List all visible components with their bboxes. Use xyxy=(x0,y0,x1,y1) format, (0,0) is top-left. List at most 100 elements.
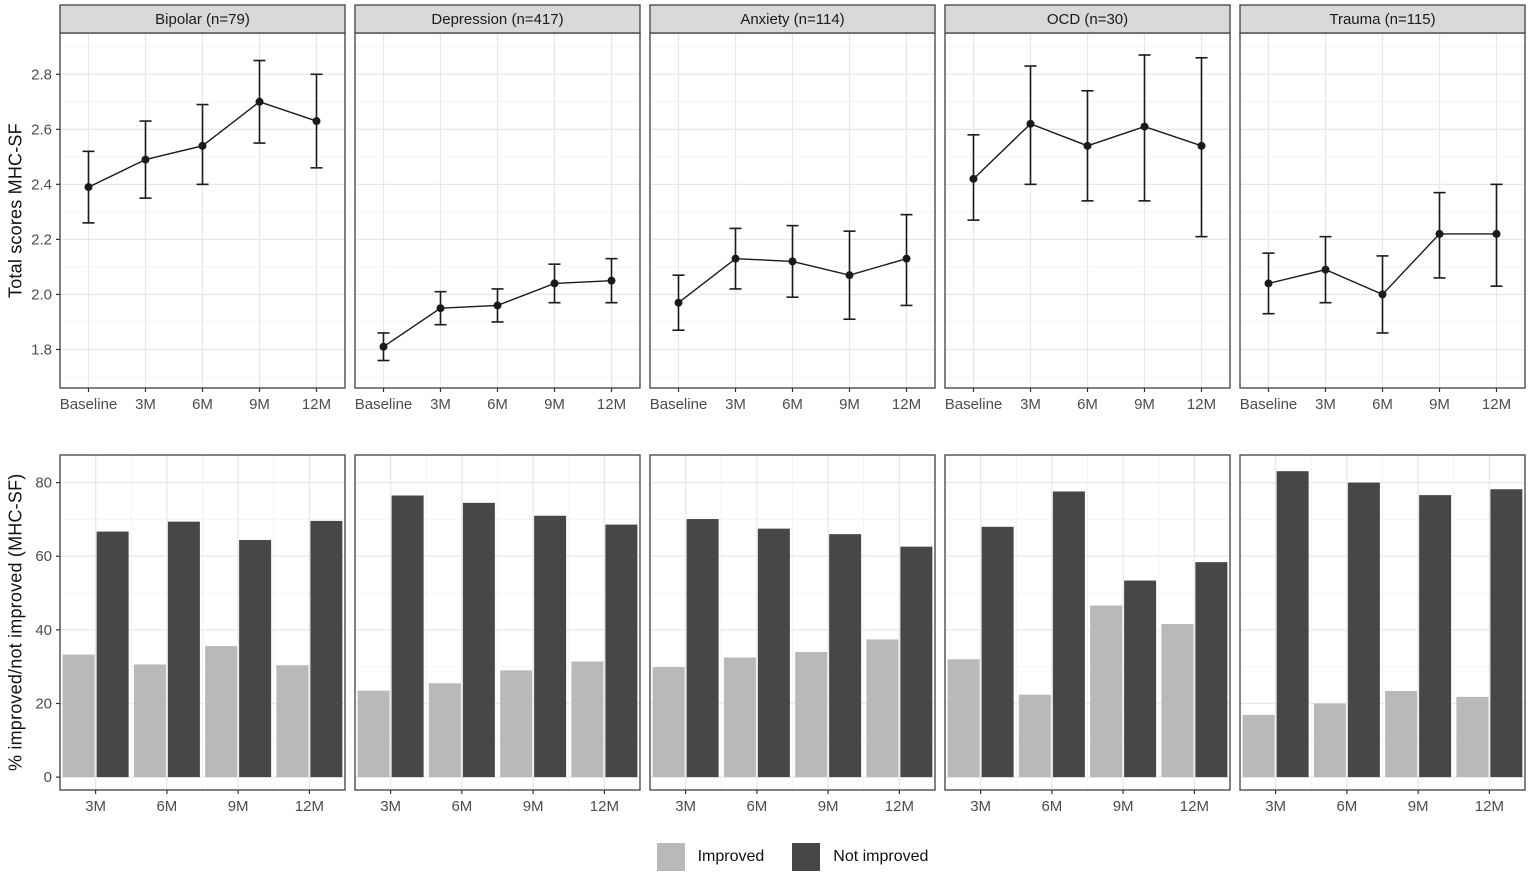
top-panel-1: Bipolar (n=79) Baseline 3M 6M 9M 12M xyxy=(59,4,346,413)
y-tick-label: 40 xyxy=(35,622,52,639)
bottom-panel-2: 3M 6M 9M 12M xyxy=(354,454,641,815)
bar-improved xyxy=(1313,703,1346,778)
facet-strip-title: Anxiety (n=114) xyxy=(740,11,844,28)
x-tick-label: 3M xyxy=(380,798,401,815)
y-tick-label: 0 xyxy=(44,769,52,786)
bar-not-improved xyxy=(1490,489,1523,778)
data-point xyxy=(141,155,150,164)
pointrange-facet-row: Bipolar (n=79)Baseline 3M 6M 9M 12MDepressio… xyxy=(31,4,1526,413)
y-tick-label: 2.2 xyxy=(31,231,52,248)
x-tick-label: 9M xyxy=(1408,798,1429,815)
bar-improved xyxy=(205,646,238,778)
x-tick-label: 9M xyxy=(1429,396,1450,413)
bar-not-improved xyxy=(1276,471,1309,778)
y-tick-label: 20 xyxy=(35,695,52,712)
y-tick-label: 2.6 xyxy=(31,121,52,138)
bar-not-improved xyxy=(1347,482,1380,778)
data-point xyxy=(607,276,616,285)
x-tick-label: 6M xyxy=(487,396,508,413)
x-tick-label: 6M xyxy=(1041,798,1062,815)
bar-improved xyxy=(500,670,533,778)
x-tick-label: 6M xyxy=(746,798,767,815)
bottom-panel-4: 3M 6M 9M 12M xyxy=(944,454,1231,815)
data-point xyxy=(550,279,559,288)
x-tick-label: 9M xyxy=(839,396,860,413)
facet-strip xyxy=(354,4,641,34)
facet-strip xyxy=(1239,4,1526,34)
bar-not-improved xyxy=(1195,562,1228,778)
top-panel-5: Trauma (n=115) Baseline 3M 6M 9M 12M xyxy=(1239,4,1526,413)
data-point xyxy=(84,183,93,192)
x-tick-label: 3M xyxy=(970,798,991,815)
data-point xyxy=(1492,229,1501,238)
x-tick-label: Baseline xyxy=(355,396,413,413)
bar-not-improved xyxy=(900,546,933,778)
y-tick-label: 2.0 xyxy=(31,286,52,303)
x-tick-label: Baseline xyxy=(1240,396,1298,413)
facet-strip xyxy=(649,4,936,34)
x-tick-label: 6M xyxy=(451,798,472,815)
bar-improved xyxy=(428,683,461,778)
bar-improved xyxy=(357,690,390,778)
bar-improved xyxy=(1161,623,1194,778)
bar-not-improved xyxy=(757,528,790,778)
facet-strip xyxy=(59,4,346,34)
top-panel-3: Anxiety (n=114) Baseline 3M 6M 9M 12M xyxy=(649,4,936,413)
x-tick-label: 9M xyxy=(1113,798,1134,815)
y-tick-label: 80 xyxy=(35,475,52,492)
x-tick-label: 3M xyxy=(135,396,156,413)
y-tick-label: 2.4 xyxy=(31,176,52,193)
x-tick-label: 3M xyxy=(1020,396,1041,413)
facet-strip-title: Depression (n=417) xyxy=(431,11,563,28)
bar-improved xyxy=(652,667,685,778)
bar-improved xyxy=(1456,696,1489,778)
legend-swatch-not-improved xyxy=(792,843,821,871)
x-tick-label: 3M xyxy=(1315,396,1336,413)
bar-not-improved xyxy=(167,521,200,778)
top-panel-4: OCD (n=30) Baseline 3M 6M 9M 12M xyxy=(944,4,1231,413)
bar-not-improved xyxy=(391,495,424,778)
data-point xyxy=(1026,119,1035,128)
x-tick-label: 6M xyxy=(1372,396,1393,413)
legend-label-improved: Improved xyxy=(697,848,765,865)
x-tick-label: 9M xyxy=(818,798,839,815)
bar-not-improved xyxy=(605,524,638,778)
data-point xyxy=(379,342,388,351)
data-point xyxy=(1378,290,1387,299)
panel-border xyxy=(59,454,346,791)
data-point xyxy=(902,254,911,263)
bar-not-improved xyxy=(310,520,343,778)
x-tick-label: 12M xyxy=(1187,396,1216,413)
data-point xyxy=(731,254,740,263)
data-point xyxy=(436,304,445,313)
bar-not-improved xyxy=(1052,491,1085,778)
x-tick-label: 6M xyxy=(156,798,177,815)
data-point xyxy=(1140,122,1149,131)
x-tick-label: 9M xyxy=(228,798,249,815)
data-point xyxy=(198,141,207,150)
top-panel-2: Depression (n=417) Baseline 3M 6M 9M 12M xyxy=(354,4,641,413)
bar-improved xyxy=(1385,690,1418,778)
x-tick-label: Baseline xyxy=(945,396,1003,413)
x-tick-label: 12M xyxy=(302,396,331,413)
bottom-panel-5: 3M 6M 9M 12M xyxy=(1239,454,1526,815)
x-tick-label: 3M xyxy=(1265,798,1286,815)
data-point xyxy=(493,301,502,310)
bar-not-improved xyxy=(1124,580,1157,778)
data-point xyxy=(1197,141,1206,150)
legend: Improved Not improved xyxy=(60,843,1525,871)
bar-improved xyxy=(866,639,899,778)
bar-not-improved xyxy=(981,526,1014,778)
x-tick-label: 3M xyxy=(725,396,746,413)
x-tick-label: 3M xyxy=(675,798,696,815)
bar-improved xyxy=(795,651,828,778)
x-tick-label: Baseline xyxy=(650,396,708,413)
bar-not-improved xyxy=(96,531,129,778)
facet-strip-title: Bipolar (n=79) xyxy=(155,11,250,28)
x-tick-label: 9M xyxy=(544,396,565,413)
data-point xyxy=(1321,265,1330,274)
bar-improved xyxy=(62,654,95,778)
data-point xyxy=(1083,141,1092,150)
bar-improved xyxy=(1090,605,1123,778)
